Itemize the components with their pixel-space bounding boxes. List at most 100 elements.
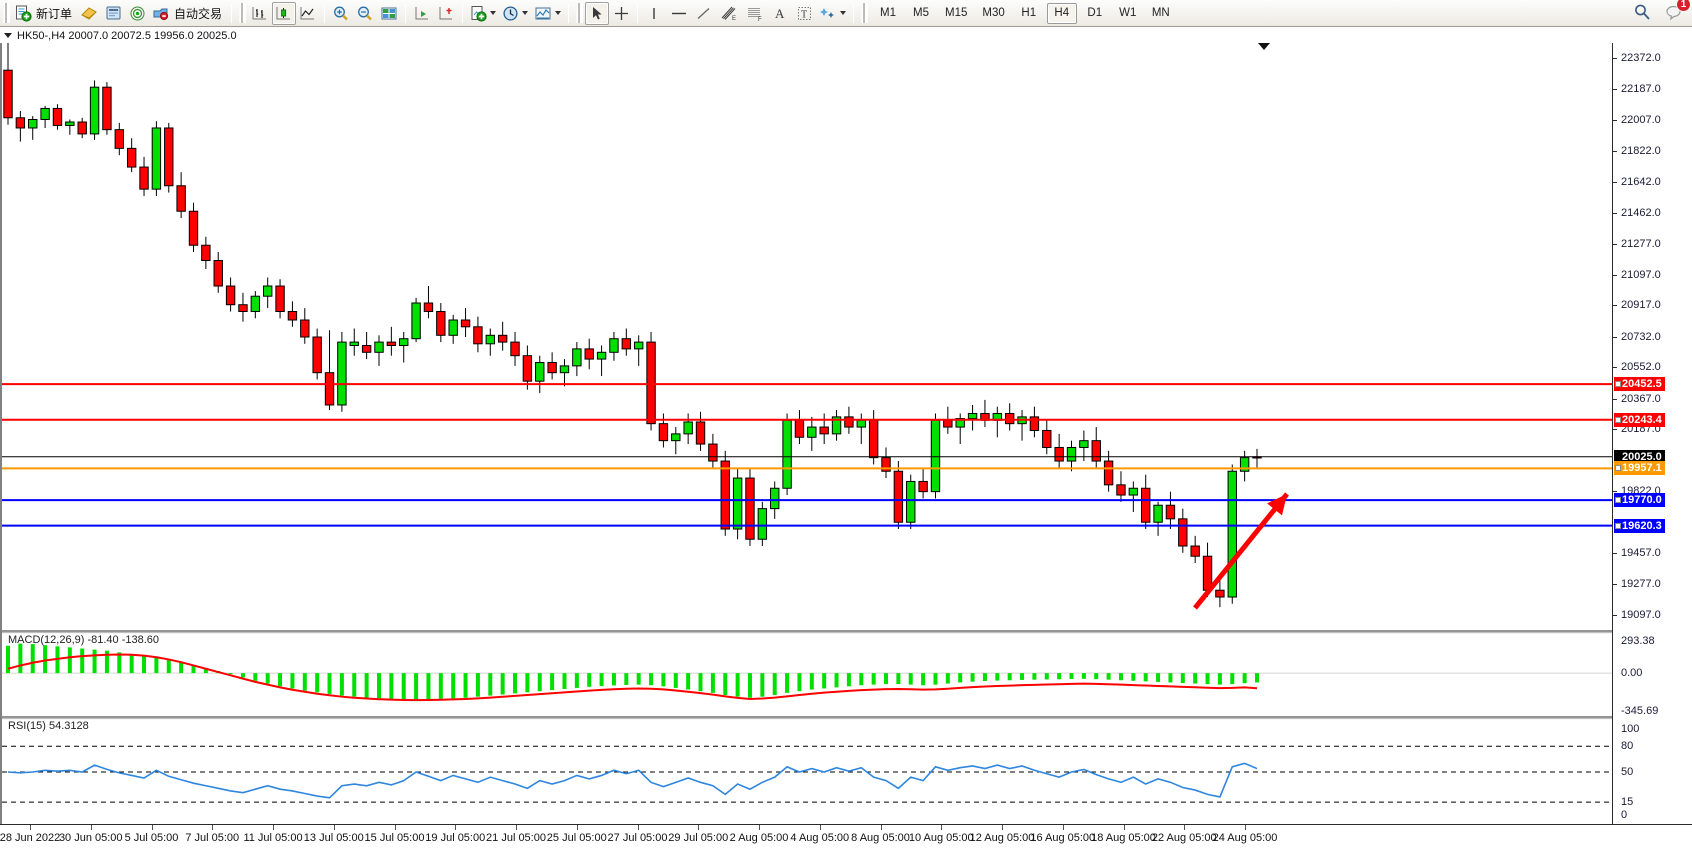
bar-chart-button[interactable] (248, 2, 272, 25)
time-axis-label: 7 Jul 05:00 (185, 832, 240, 844)
equidistant-channel-button[interactable]: E (716, 2, 742, 25)
candle-body (893, 470, 904, 523)
svg-text:A: A (775, 6, 785, 21)
shapes-dropdown-caret[interactable] (840, 11, 847, 15)
price-tag-support-2[interactable]: 19620.3 (1614, 518, 1665, 533)
price-axis-label: 20552.0 (1621, 361, 1661, 374)
cursor-button[interactable] (585, 1, 610, 25)
price-tag-handle[interactable] (1615, 497, 1621, 504)
tile-windows-button[interactable] (377, 2, 401, 25)
time-axis-label: 5 Jul 05:00 (124, 832, 179, 844)
tf-w1[interactable]: W1 (1119, 7, 1137, 19)
time-axis-tick (576, 825, 578, 830)
period-button[interactable] (499, 2, 531, 25)
trendline-button[interactable] (692, 2, 716, 25)
toolbar-grip-3[interactable] (576, 3, 584, 23)
toolbar-grip-1[interactable] (3, 3, 10, 23)
candle-body (819, 426, 829, 435)
price-tag-resistance-1[interactable]: 20452.5 (1614, 377, 1665, 392)
price-tag-resistance-2[interactable]: 20243.4 (1614, 412, 1665, 427)
chat-notification-icon[interactable]: 1 (1664, 0, 1691, 22)
indicators-dropdown-caret[interactable] (555, 11, 562, 15)
meta-editor-button[interactable] (77, 2, 101, 25)
price-axis-tick (1613, 212, 1617, 214)
tf-m1[interactable]: M1 (880, 7, 897, 19)
chart-menu-caret-icon[interactable] (4, 33, 12, 38)
text-label-button[interactable]: T (792, 2, 816, 25)
signals-icon (130, 6, 145, 20)
candle-body (497, 334, 508, 343)
price-tag-pivot[interactable]: 19957.1 (1614, 461, 1665, 476)
candle-body (671, 433, 681, 442)
tf-m15[interactable]: M15 (945, 7, 968, 19)
candle-body (114, 129, 124, 149)
candle-body (225, 285, 236, 306)
zoom-in-button[interactable] (329, 2, 353, 25)
price-axis-tick (1613, 367, 1617, 369)
tf-m30[interactable]: M30 (982, 7, 1005, 19)
uptrend-arrow[interactable] (1193, 492, 1289, 610)
horizontal-line-button[interactable] (666, 2, 692, 25)
candle-body (1066, 446, 1077, 462)
candle-body (139, 166, 149, 190)
candle-body (126, 147, 137, 168)
candle-body (1103, 460, 1114, 486)
search-icon[interactable] (1632, 2, 1652, 22)
tf-mn[interactable]: MN (1151, 7, 1170, 19)
price-axis-tick (1613, 429, 1617, 431)
vertical-line-button[interactable] (642, 2, 666, 25)
tf-h4[interactable]: H4 (1046, 2, 1077, 24)
candle-body (584, 348, 594, 360)
text-button[interactable]: A (768, 2, 792, 25)
time-axis-label: 27 Jul 05:00 (607, 832, 668, 844)
price-tag-support-1[interactable]: 19770.0 (1614, 493, 1665, 508)
price-tag-handle[interactable] (1615, 381, 1621, 388)
auto-trading-button[interactable]: 自动交易 (149, 2, 227, 25)
new-chart-button[interactable] (467, 2, 499, 25)
price-axis[interactable]: 22372.0 22187.0 22007.0 21822.0 21642.0 21462… (1612, 43, 1692, 824)
candlestick-chart-button[interactable] (272, 1, 297, 25)
tf-d1[interactable]: D1 (1087, 7, 1103, 19)
price-tag-handle[interactable] (1615, 522, 1621, 529)
fibonacci-button[interactable]: F (742, 2, 768, 25)
candle-body (262, 285, 273, 297)
time-axis-label: 2 Aug 05:00 (729, 832, 789, 844)
tf-h1[interactable]: H1 (1021, 7, 1037, 19)
indicators-button[interactable] (531, 2, 564, 25)
candle-body (1178, 518, 1188, 547)
auto-trading-icon (153, 8, 169, 20)
arrow-head (1267, 494, 1287, 516)
price-tag-last-price[interactable]: 20025.0 (1614, 449, 1665, 464)
price-tag-handle[interactable] (1615, 465, 1621, 472)
candle-body (720, 460, 730, 530)
zoom-out-button[interactable] (353, 2, 377, 25)
chart-scroll-marker[interactable] (1258, 43, 1270, 50)
macd-signal-line (7, 653, 1258, 702)
toolbar-grip-2[interactable] (239, 3, 247, 23)
toolbar-grip-4[interactable] (861, 3, 869, 23)
candle-body (312, 336, 322, 374)
price-axis-tick (1613, 491, 1617, 493)
period-dropdown-caret[interactable] (522, 11, 529, 15)
time-axis-label: 24 Aug 05:00 (1212, 832, 1278, 844)
chart-shift-button[interactable] (434, 2, 458, 25)
new-order-button[interactable]: 新订单 (12, 2, 77, 25)
price-tag-handle[interactable] (1615, 416, 1621, 423)
line-chart-button[interactable] (296, 2, 320, 25)
chart-plot-area[interactable] (0, 43, 1612, 824)
terminal-button[interactable] (101, 2, 125, 25)
shapes-button[interactable] (816, 2, 849, 25)
price-axis-tick (1613, 305, 1617, 307)
price-axis-label: 19277.0 (1621, 577, 1661, 590)
price-axis-tick (1613, 119, 1617, 121)
new-chart-icon (471, 5, 487, 22)
macd-axis-label: 0.00 (1621, 667, 1643, 680)
signals-button[interactable] (125, 2, 149, 25)
new-chart-dropdown-caret[interactable] (490, 11, 497, 15)
time-axis-tick (1062, 825, 1064, 830)
crosshair-button[interactable] (609, 2, 633, 25)
line-chart-icon (300, 6, 315, 19)
tf-m5[interactable]: M5 (913, 7, 930, 19)
auto-scroll-button[interactable] (410, 2, 434, 25)
time-axis-tick (394, 825, 396, 830)
